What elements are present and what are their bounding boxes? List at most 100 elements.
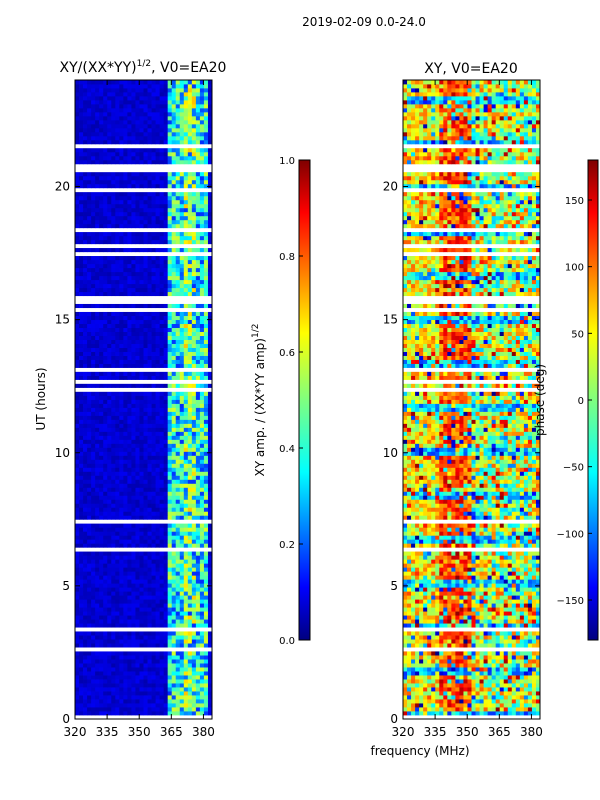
heatmap-cell <box>151 395 156 400</box>
heatmap-cell <box>143 183 148 189</box>
heatmap-cell <box>139 463 144 468</box>
heatmap-cell <box>127 591 132 596</box>
heatmap-cell <box>191 211 197 217</box>
heatmap-cell <box>171 83 177 89</box>
heatmap-cell <box>79 287 84 293</box>
heatmap-cell <box>143 391 148 396</box>
heatmap-cell <box>179 151 185 157</box>
heatmap-cell <box>187 459 193 464</box>
heatmap-cell <box>131 403 136 408</box>
heatmap-cell <box>107 263 112 269</box>
heatmap-cell <box>207 587 213 592</box>
heatmap-cell <box>195 159 201 165</box>
heatmap-cell <box>179 503 185 508</box>
heatmap-cell <box>99 223 104 229</box>
heatmap-cell <box>163 527 169 532</box>
heatmap-cell <box>75 619 80 624</box>
heatmap-cell <box>179 415 185 420</box>
heatmap-cell <box>79 479 84 484</box>
heatmap-cell <box>139 535 144 540</box>
heatmap-cell <box>203 483 209 488</box>
heatmap-cell <box>171 351 177 356</box>
heatmap-cell <box>131 99 136 105</box>
heatmap-cell <box>191 703 197 708</box>
heatmap-cell <box>191 495 197 500</box>
heatmap-cell <box>83 83 88 89</box>
heatmap-cell <box>143 335 148 340</box>
heatmap-cell <box>91 479 96 484</box>
heatmap-cell <box>119 115 124 121</box>
heatmap-cell <box>143 703 148 708</box>
heatmap-cell <box>119 371 124 376</box>
heatmap-cell <box>443 707 448 712</box>
heatmap-cell <box>151 191 156 197</box>
heatmap-cell <box>135 403 140 408</box>
heatmap-cell <box>79 643 84 648</box>
heatmap-cell <box>91 543 96 548</box>
heatmap-cell <box>87 507 92 512</box>
heatmap-cell <box>103 439 108 444</box>
heatmap-cell <box>123 419 128 424</box>
heatmap-cell <box>191 363 197 368</box>
heatmap-cell <box>171 179 177 185</box>
heatmap-cell <box>79 555 84 560</box>
heatmap-cell <box>151 371 156 376</box>
heatmap-cell <box>155 247 161 253</box>
heatmap-cell <box>147 451 152 456</box>
heatmap-cell <box>111 651 116 656</box>
heatmap-cell <box>103 571 108 576</box>
heatmap-cell <box>79 207 84 213</box>
heatmap-cell <box>203 411 209 416</box>
heatmap-cell <box>147 335 152 340</box>
heatmap-cell <box>515 711 521 716</box>
heatmap-cell <box>163 139 169 145</box>
heatmap-cell <box>91 327 96 333</box>
heatmap-cell <box>167 339 173 344</box>
heatmap-cell <box>163 391 169 396</box>
heatmap-cell <box>91 431 96 436</box>
heatmap-cell <box>103 683 108 688</box>
heatmap-cell <box>203 595 209 600</box>
heatmap-cell <box>163 679 169 684</box>
heatmap-cell <box>143 323 148 329</box>
heatmap-cell <box>175 411 181 416</box>
heatmap-cell <box>207 447 213 452</box>
heatmap-cell <box>155 287 161 293</box>
heatmap-cell <box>95 339 100 344</box>
heatmap-cell <box>103 375 108 380</box>
heatmap-cell <box>195 255 201 261</box>
heatmap-cell <box>75 599 80 604</box>
heatmap-cell <box>79 111 84 117</box>
heatmap-cell <box>83 195 88 201</box>
heatmap-cell <box>183 347 189 352</box>
heatmap-cell <box>111 395 116 400</box>
heatmap-cell <box>203 335 209 340</box>
heatmap-cell <box>107 259 112 265</box>
heatmap-cell <box>119 583 124 588</box>
heatmap-cell <box>203 687 209 692</box>
heatmap-cell <box>195 479 201 484</box>
heatmap-cell <box>95 431 100 436</box>
heatmap-cell <box>203 431 209 436</box>
heatmap-cell <box>187 95 193 101</box>
heatmap-cell <box>167 651 173 656</box>
heatmap-cell <box>79 611 84 616</box>
heatmap-cell <box>147 503 152 508</box>
heatmap-cell <box>187 383 193 388</box>
heatmap-cell <box>179 339 185 344</box>
heatmap-cell <box>111 399 116 404</box>
heatmap-cell <box>159 675 165 680</box>
heatmap-cell <box>159 415 165 420</box>
heatmap-cell <box>75 667 80 672</box>
heatmap-cell <box>131 515 136 520</box>
heatmap-cell <box>127 391 132 396</box>
heatmap-cell <box>83 215 88 221</box>
heatmap-cell <box>139 583 144 588</box>
heatmap-cell <box>143 603 148 608</box>
heatmap-cell <box>143 171 148 177</box>
heatmap-cell <box>127 411 132 416</box>
heatmap-cell <box>143 499 148 504</box>
heatmap-cell <box>203 623 209 628</box>
heatmap-cell <box>131 651 136 656</box>
heatmap-cell <box>111 263 116 269</box>
